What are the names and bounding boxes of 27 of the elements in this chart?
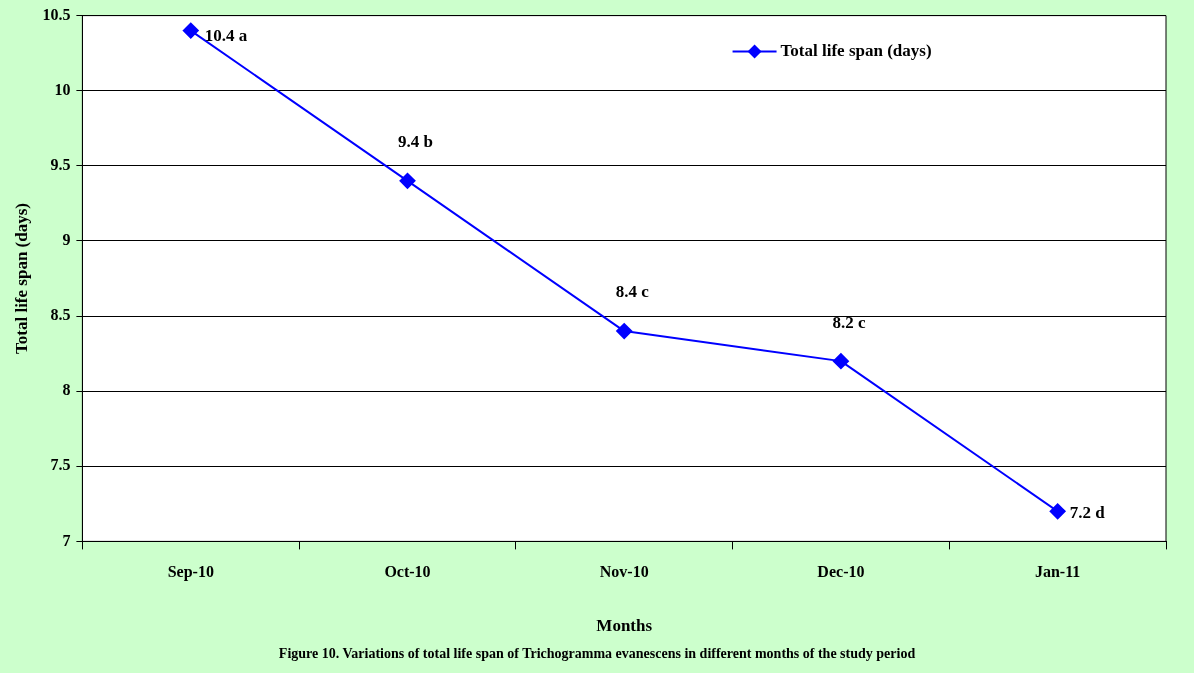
- data-label: 8.4 c: [615, 282, 650, 302]
- data-label: 8.2 c: [832, 312, 866, 332]
- y-tick-label: 7.5: [50, 456, 71, 474]
- data-label: 10.4 a: [204, 26, 248, 46]
- y-tick-label: 8.5: [50, 306, 71, 324]
- x-tick-label: Jan-11: [1034, 563, 1081, 581]
- x-tick-label: Sep-10: [167, 563, 214, 582]
- point: [1049, 503, 1066, 520]
- point: [616, 323, 633, 340]
- y-tick-label: 8: [62, 381, 71, 399]
- y-tick-label: 10: [54, 80, 71, 98]
- x-tick-label: Oct-10: [384, 563, 431, 581]
- data-label: 9.4 b: [398, 132, 433, 152]
- legend-label: Total life span (days): [780, 40, 932, 60]
- point: [832, 353, 849, 370]
- y-tick-label: 10.5: [42, 5, 71, 23]
- x-tick-label: Dec-10: [817, 563, 865, 581]
- data-label: 7.2 d: [1069, 502, 1106, 522]
- point: [182, 22, 199, 39]
- y-tick-label: 9: [62, 231, 71, 249]
- caption: Figure 10. Variations of total life span of Trichogramma evanescens in different months of the study period: [277, 646, 917, 662]
- x-tick-label: Nov-10: [599, 563, 649, 581]
- point: [399, 172, 416, 189]
- x-axis-title: Months: [596, 616, 653, 636]
- y-tick-label: 9.5: [50, 155, 71, 173]
- y-axis-title: Total life span (days): [11, 203, 31, 354]
- y-tick-label: 7: [62, 531, 71, 549]
